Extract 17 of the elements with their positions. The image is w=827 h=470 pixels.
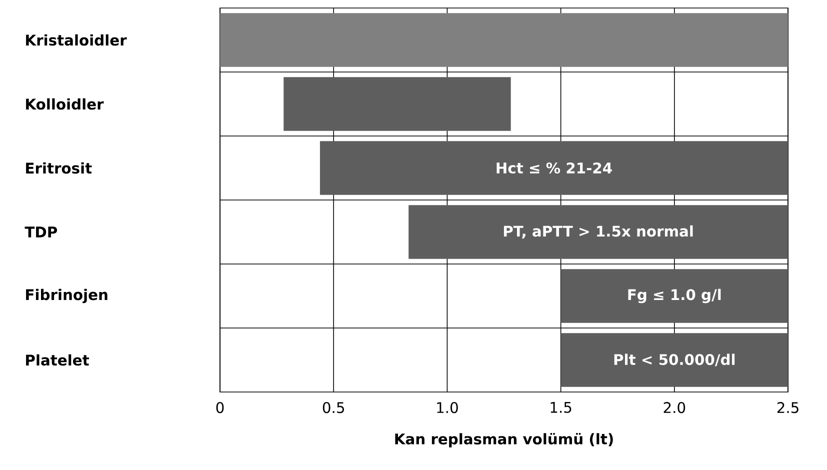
y-tick-label: Fibrinojen <box>26 288 108 304</box>
x-tick-label: 1.0 <box>437 402 458 414</box>
y-tick-label: Kristaloidler <box>26 34 127 46</box>
y-tick-label: Eritrosit <box>26 162 92 174</box>
y-tick-label: TDP <box>24 226 58 238</box>
x-tick-label: 2.5 <box>777 402 798 414</box>
annotation: Plt < 50.000/dl <box>614 354 735 366</box>
x-tick-label: 0.5 <box>322 402 344 414</box>
annotation: Hct ≤ % 21-24 <box>496 162 612 174</box>
x-tick-label: 1.5 <box>550 402 572 413</box>
annotation: Fg ≤ 1.0 g/l <box>628 288 721 304</box>
y-tick-label: Platelet <box>26 354 89 366</box>
annotation: PT, aPTT > 1.5x normal <box>504 225 693 239</box>
x-tick-label: 0 <box>216 402 224 414</box>
y-tick-label: Kolloidler <box>26 98 104 110</box>
x-axis-title: Kan replasman volümü (lt) <box>395 432 613 448</box>
x-tick-label: 2.0 <box>664 402 686 414</box>
